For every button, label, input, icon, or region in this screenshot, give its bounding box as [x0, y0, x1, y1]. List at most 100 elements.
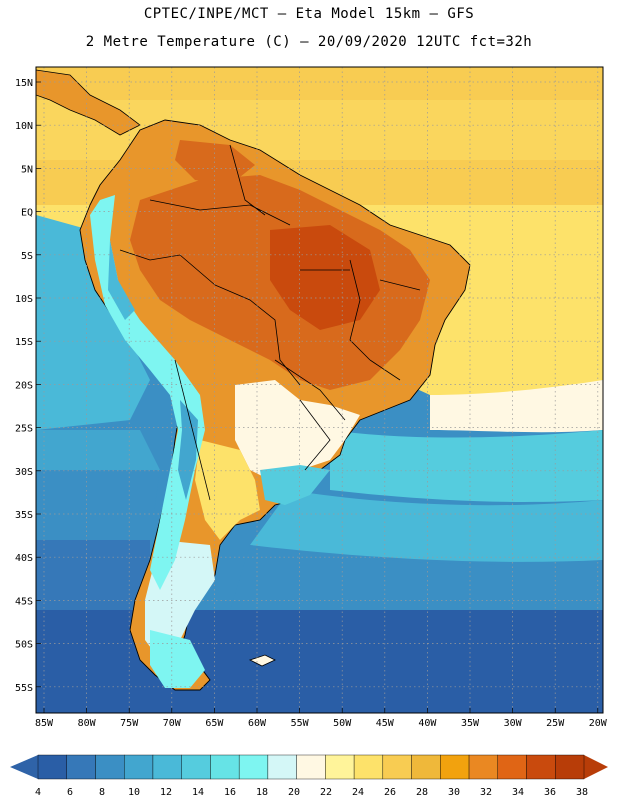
border-chile-argentina	[174, 359, 211, 501]
lat-label: 15S	[15, 337, 33, 348]
colorbar-tick: 16	[224, 787, 236, 798]
lat-lon-grid	[36, 67, 603, 713]
lat-label: 55S	[15, 683, 33, 694]
central-hot-core	[270, 225, 380, 330]
lon-label: 20W	[589, 718, 608, 729]
colorbar-tick: 22	[320, 787, 332, 798]
colorbar-box	[181, 754, 211, 780]
colorbar-high-arrow	[584, 755, 608, 779]
lon-label: 50W	[333, 718, 352, 729]
lat-label: 10N	[15, 121, 33, 132]
border-state-2	[379, 279, 421, 291]
colorbar-tick: 36	[544, 787, 556, 798]
colorbar-tick: 38	[576, 787, 588, 798]
colorbar-tick: 8	[99, 787, 105, 798]
southern-brazil-mild	[235, 380, 360, 480]
atlantic-band-a	[250, 490, 603, 562]
colorbar-tick: 12	[160, 787, 172, 798]
colorbar-tick-labels: 4 6 8 10 12 14 16 18 20 22 24 26 28 30 32 34 36 38	[35, 787, 588, 798]
lat-label: 5N	[21, 164, 33, 175]
border-venezuela	[229, 144, 266, 216]
colorbar-tick: 4	[35, 787, 41, 798]
lat-label: 5S	[21, 251, 33, 262]
lat-label: 15N	[15, 78, 33, 89]
lat-label: 30S	[15, 467, 33, 478]
colorbar-tick: 30	[448, 787, 460, 798]
lon-label: 65W	[205, 718, 224, 729]
pacific-warm-strip	[36, 215, 150, 430]
colorbar-boxes	[37, 754, 585, 780]
colorbar-tick: 20	[288, 787, 300, 798]
uruguay-cool	[260, 465, 330, 505]
colorbar-box	[468, 754, 498, 780]
colorbar-tick: 6	[67, 787, 73, 798]
colorbar-box	[497, 754, 527, 780]
colorbar-box	[411, 754, 441, 780]
border-paraguay	[274, 359, 346, 421]
atlantic-band-b	[230, 545, 603, 610]
colorbar-tick: 26	[384, 787, 396, 798]
lat-label: 45S	[15, 596, 33, 607]
atlantic-cyan-band	[330, 430, 603, 502]
lon-label: 80W	[78, 718, 97, 729]
latitude-labels: 15N 10N 5N EQ 5S 10S 15S 20S 25S 30S 35S 40S 45S 50S 5…	[15, 78, 33, 694]
lon-label: 85W	[35, 718, 54, 729]
colorbar-tick: 24	[352, 787, 364, 798]
tierra-del-fuego-cold	[150, 630, 205, 688]
colorbar-box	[267, 754, 297, 780]
title-line-1: CPTEC/INPE/MCT – Eta Model 15km – GFS	[143, 6, 475, 22]
border-north	[149, 199, 291, 226]
colorbar-box	[296, 754, 326, 780]
lon-label: 55W	[291, 718, 310, 729]
colorbar-box	[152, 754, 182, 780]
andes-colder-north	[108, 240, 135, 320]
northern-hot-zone	[175, 140, 255, 185]
lon-label: 45W	[376, 718, 395, 729]
lon-label: 40W	[418, 718, 437, 729]
colorbar-box	[95, 754, 125, 780]
border-brazil-south	[299, 399, 331, 471]
lat-label: 20S	[15, 380, 33, 391]
colorbar-tick: 32	[480, 787, 492, 798]
colorbar-box	[382, 754, 412, 780]
central-america	[36, 69, 141, 136]
colorbar-box	[238, 754, 269, 780]
lat-label: EQ	[21, 208, 33, 219]
colorbar-box	[124, 754, 154, 780]
lon-label: 35W	[461, 718, 480, 729]
lon-label: 25W	[546, 718, 565, 729]
pampas-warm	[195, 440, 260, 540]
colorbar-box	[440, 754, 470, 780]
lat-label: 40S	[15, 553, 33, 564]
lat-label: 25S	[15, 424, 33, 435]
falkland-islands	[248, 654, 276, 667]
colorbar-box	[555, 754, 585, 780]
lon-label: 75W	[120, 718, 139, 729]
colorbar-tick: 34	[512, 787, 524, 798]
lat-label: 35S	[15, 510, 33, 521]
colorbar-box	[353, 754, 384, 780]
border-bolivia	[214, 284, 301, 386]
lon-label: 70W	[163, 718, 182, 729]
andes-colder-south	[178, 400, 198, 500]
colorbar-box	[66, 754, 96, 780]
title-line-2: 2 Metre Temperature (C) – 20/09/2020 12U…	[85, 34, 533, 50]
lon-label: 60W	[248, 718, 267, 729]
colorbar-low-arrow	[10, 755, 38, 779]
colorbar-box	[325, 754, 355, 780]
colorbar-tick: 18	[256, 787, 268, 798]
colorbar-box	[37, 754, 67, 780]
lon-label: 30W	[504, 718, 523, 729]
border-state-1	[349, 259, 371, 361]
lat-label: 10S	[15, 294, 33, 305]
colorbar-tick: 14	[192, 787, 204, 798]
colorbar-tick: 10	[128, 787, 140, 798]
colorbar-box	[210, 754, 240, 780]
colorbar-box	[526, 754, 556, 780]
lat-label: 50S	[15, 640, 33, 651]
colorbar-tick: 28	[416, 787, 428, 798]
map-frame	[35, 66, 604, 714]
ocean-mild-band	[430, 380, 603, 433]
